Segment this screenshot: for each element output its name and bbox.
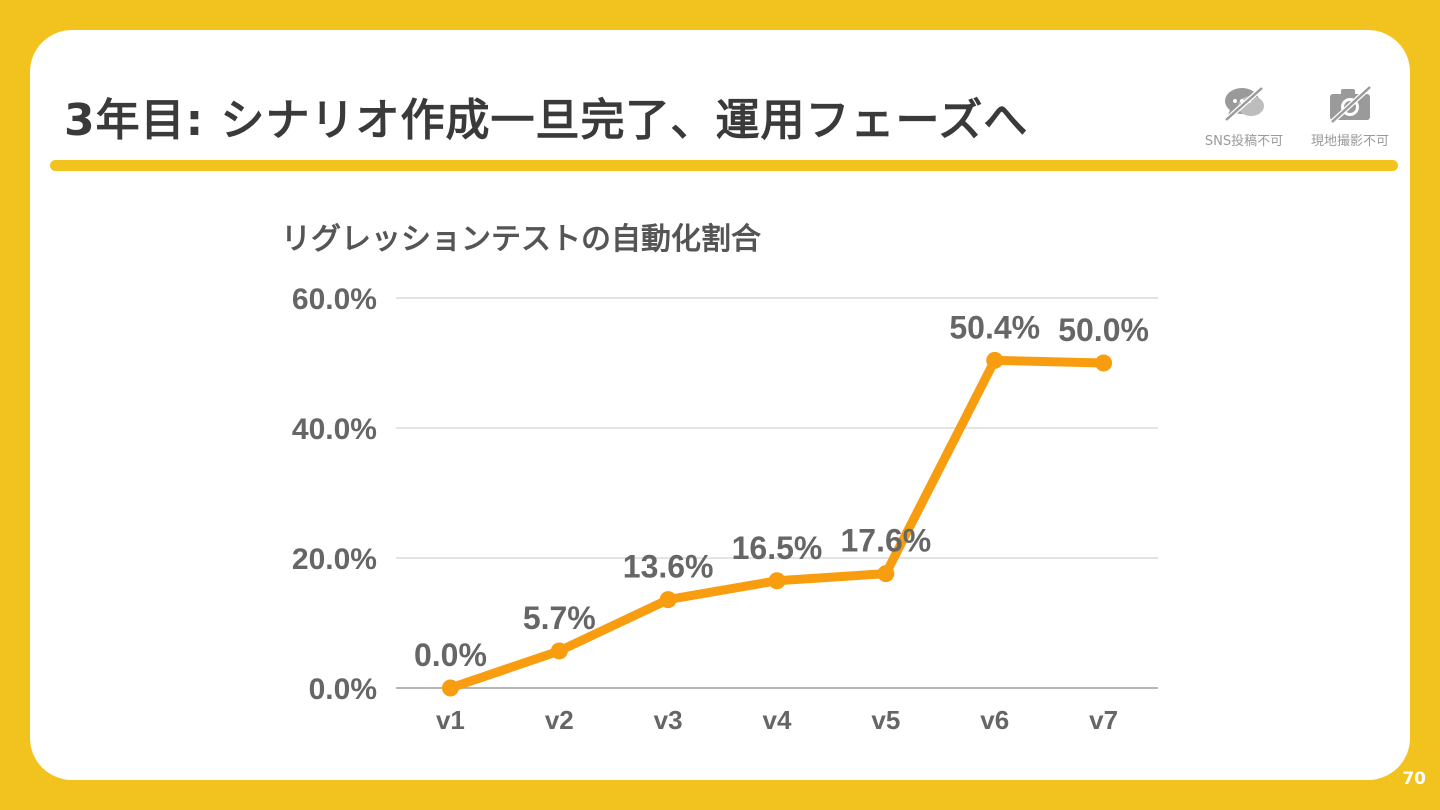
series-line: [445, 355, 1109, 693]
data-point: [877, 565, 895, 583]
data-label: 5.7%: [523, 600, 596, 636]
data-label: 17.6%: [840, 523, 931, 559]
data-point: [768, 572, 786, 590]
no-camera-icon: [1330, 85, 1372, 124]
chart-title: リグレッションテストの自動化割合: [281, 222, 761, 257]
data-label: 50.4%: [949, 309, 1040, 345]
x-tick-label: v2: [545, 705, 574, 735]
x-tick-label: v5: [871, 705, 900, 735]
slide-card: [30, 30, 1410, 780]
data-point: [550, 642, 568, 660]
data-label: 16.5%: [732, 530, 823, 566]
data-label: 50.0%: [1058, 312, 1149, 348]
x-tick-label: v4: [763, 705, 792, 735]
title-underline: [50, 160, 1398, 171]
data-point: [659, 591, 677, 609]
y-tick-label: 40.0%: [292, 413, 377, 446]
photo-prohibited-badge: 現地撮影不可: [1295, 84, 1405, 149]
sns-prohibited-badge: SNS投稿不可: [1189, 84, 1299, 149]
x-tick-label: v1: [436, 705, 465, 735]
data-point: [986, 351, 1004, 369]
data-point: [441, 679, 459, 697]
y-tick-label: 20.0%: [292, 543, 377, 576]
y-tick-label: 0.0%: [309, 673, 377, 706]
data-label: 0.0%: [414, 637, 487, 673]
data-point: [1095, 354, 1113, 372]
x-tick-label: v7: [1089, 705, 1118, 735]
page-number: 70: [1402, 769, 1426, 789]
sns-prohibited-label: SNS投稿不可: [1204, 134, 1284, 149]
y-tick-label: 60.0%: [292, 283, 377, 316]
photo-prohibited-label: 現地撮影不可: [1310, 134, 1389, 149]
data-label: 13.6%: [623, 549, 714, 585]
x-tick-label: v3: [654, 705, 683, 735]
x-tick-label: v6: [980, 705, 1009, 735]
no-sns-icon: [1224, 86, 1264, 122]
slide-title: 3年目: シナリオ作成一旦完了、運用フェーズへ: [64, 95, 1029, 146]
